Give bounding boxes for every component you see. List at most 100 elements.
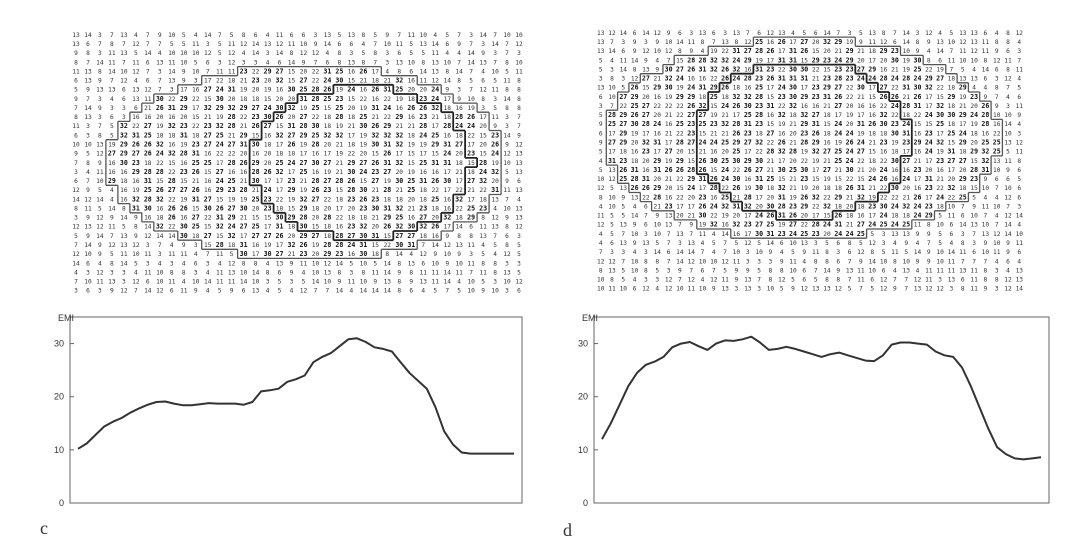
grid-cell: 5: [621, 213, 625, 220]
grid-cell: 5: [1017, 176, 1021, 183]
grid-cell: 17: [959, 121, 967, 128]
grid-cell: 14: [84, 32, 92, 39]
grid-cell: 27: [642, 102, 650, 110]
grid-cell: 11: [959, 249, 967, 256]
grid-cell: 3: [746, 258, 750, 265]
grid-cell: 19: [823, 176, 831, 183]
grid-cell: 26: [778, 139, 786, 147]
grid-cell: 22: [823, 194, 831, 201]
grid-cell: 11: [970, 267, 978, 274]
grid-cell: 22: [925, 66, 933, 73]
grid-cell: 10: [96, 178, 104, 185]
grid-cell: 12: [665, 286, 673, 293]
grid-cell: 3: [644, 231, 648, 238]
grid-cell: 12: [744, 39, 752, 46]
grid-cell: 17: [835, 112, 843, 119]
grid-cell: 31: [778, 75, 786, 83]
grid-cell: 7: [86, 178, 90, 185]
grid-cell: 8: [110, 41, 114, 48]
grid-cell: 28: [880, 75, 888, 83]
grid-cell: 26: [721, 75, 729, 83]
grid-cell: 23: [228, 186, 236, 194]
grid-cell: 12: [642, 48, 650, 55]
grid-cell: 6: [421, 260, 425, 267]
grid-cell: 6: [780, 240, 784, 247]
grid-cell: 9: [904, 240, 908, 247]
grid-cell: 27: [288, 131, 296, 139]
grid-cell: 10: [132, 251, 140, 258]
grid-cell: 18: [156, 132, 164, 139]
grid-cell: 3: [678, 240, 682, 247]
grid-cell: 7: [836, 30, 840, 37]
grid-cell: 6: [338, 41, 342, 48]
grid-cell: 15: [372, 242, 380, 249]
grid-cell: 20: [324, 142, 332, 149]
grid-cell: 26: [252, 122, 260, 130]
grid-cell: 19: [835, 140, 843, 147]
grid-cell: 30: [395, 241, 403, 249]
grid-cell: 31: [192, 150, 200, 158]
grid-cell: 32: [981, 157, 989, 165]
grid-cell: 11: [192, 41, 200, 48]
grid-cell: 4: [493, 206, 497, 213]
grid-cell: 17: [653, 149, 661, 156]
grid-cell: 19: [699, 222, 707, 229]
grid-cell: 28: [812, 221, 820, 229]
grid-cell: 10: [653, 222, 661, 229]
grid-cell: 12: [132, 41, 140, 48]
grid-cell: 14: [108, 206, 116, 213]
grid-cell: 27: [744, 47, 752, 55]
grid-cell: 10: [982, 185, 990, 192]
grid-cell: 27: [204, 232, 212, 240]
grid-cell: 22: [710, 76, 718, 83]
grid-cell: 8: [122, 206, 126, 213]
grid-cell: 21: [868, 185, 876, 192]
grid-cell: 5: [409, 50, 413, 57]
grid-cell: 25: [276, 159, 284, 167]
grid-cell: 16: [419, 169, 427, 176]
grid-cell: 26: [347, 177, 355, 185]
grid-cell: 8: [610, 277, 614, 284]
grid-cell: 15: [479, 132, 487, 139]
grid-cell: 32: [156, 223, 164, 231]
grid-cell: 15: [925, 121, 933, 128]
grid-cell: 22: [168, 169, 176, 176]
grid-cell: 17: [608, 149, 616, 156]
grid-cell: 13: [491, 196, 499, 203]
grid-cell: 28: [778, 203, 786, 211]
grid-cell: 23: [347, 195, 355, 203]
grid-cell: 26: [276, 232, 284, 240]
grid-cell: 5: [338, 32, 342, 39]
grid-cell: 27: [252, 232, 260, 240]
grid-cell: 30: [240, 250, 248, 258]
grid-cell: 23: [335, 250, 343, 258]
grid-cell: 13: [597, 39, 605, 46]
grid-cell: 31: [371, 104, 379, 112]
grid-cell: 5: [599, 167, 603, 174]
grid-cell: 25: [800, 230, 808, 238]
grid-cell: 25: [766, 175, 774, 183]
grid-cell: 22: [168, 96, 176, 103]
grid-cell: 10: [608, 94, 616, 101]
grid-cell: 20: [846, 103, 854, 110]
grid-cell: 25: [766, 221, 774, 229]
grid-cell: 26: [812, 129, 820, 137]
grid-cell: 32: [823, 203, 831, 211]
grid-cell: 25: [631, 102, 639, 110]
grid-cell: 11: [455, 269, 463, 276]
grid-cell: 19: [846, 112, 854, 119]
grid-cell: 32: [216, 122, 224, 130]
grid-cell: 3: [599, 103, 603, 110]
grid-cell: 16: [868, 103, 876, 110]
grid-cell: 8: [1006, 66, 1010, 73]
grid-cell: 30: [665, 65, 673, 73]
grid-cell: 13: [348, 32, 356, 39]
grid-cell: 29: [800, 93, 808, 101]
grid-cell: 9: [927, 258, 931, 265]
grid-cell: 18: [348, 215, 356, 222]
grid-cell: 10: [443, 251, 451, 258]
grid-cell: 3: [493, 96, 497, 103]
grid-cell: 8: [517, 78, 521, 85]
grid-cell: 6: [802, 277, 806, 284]
grid-cell: 12: [96, 151, 104, 158]
